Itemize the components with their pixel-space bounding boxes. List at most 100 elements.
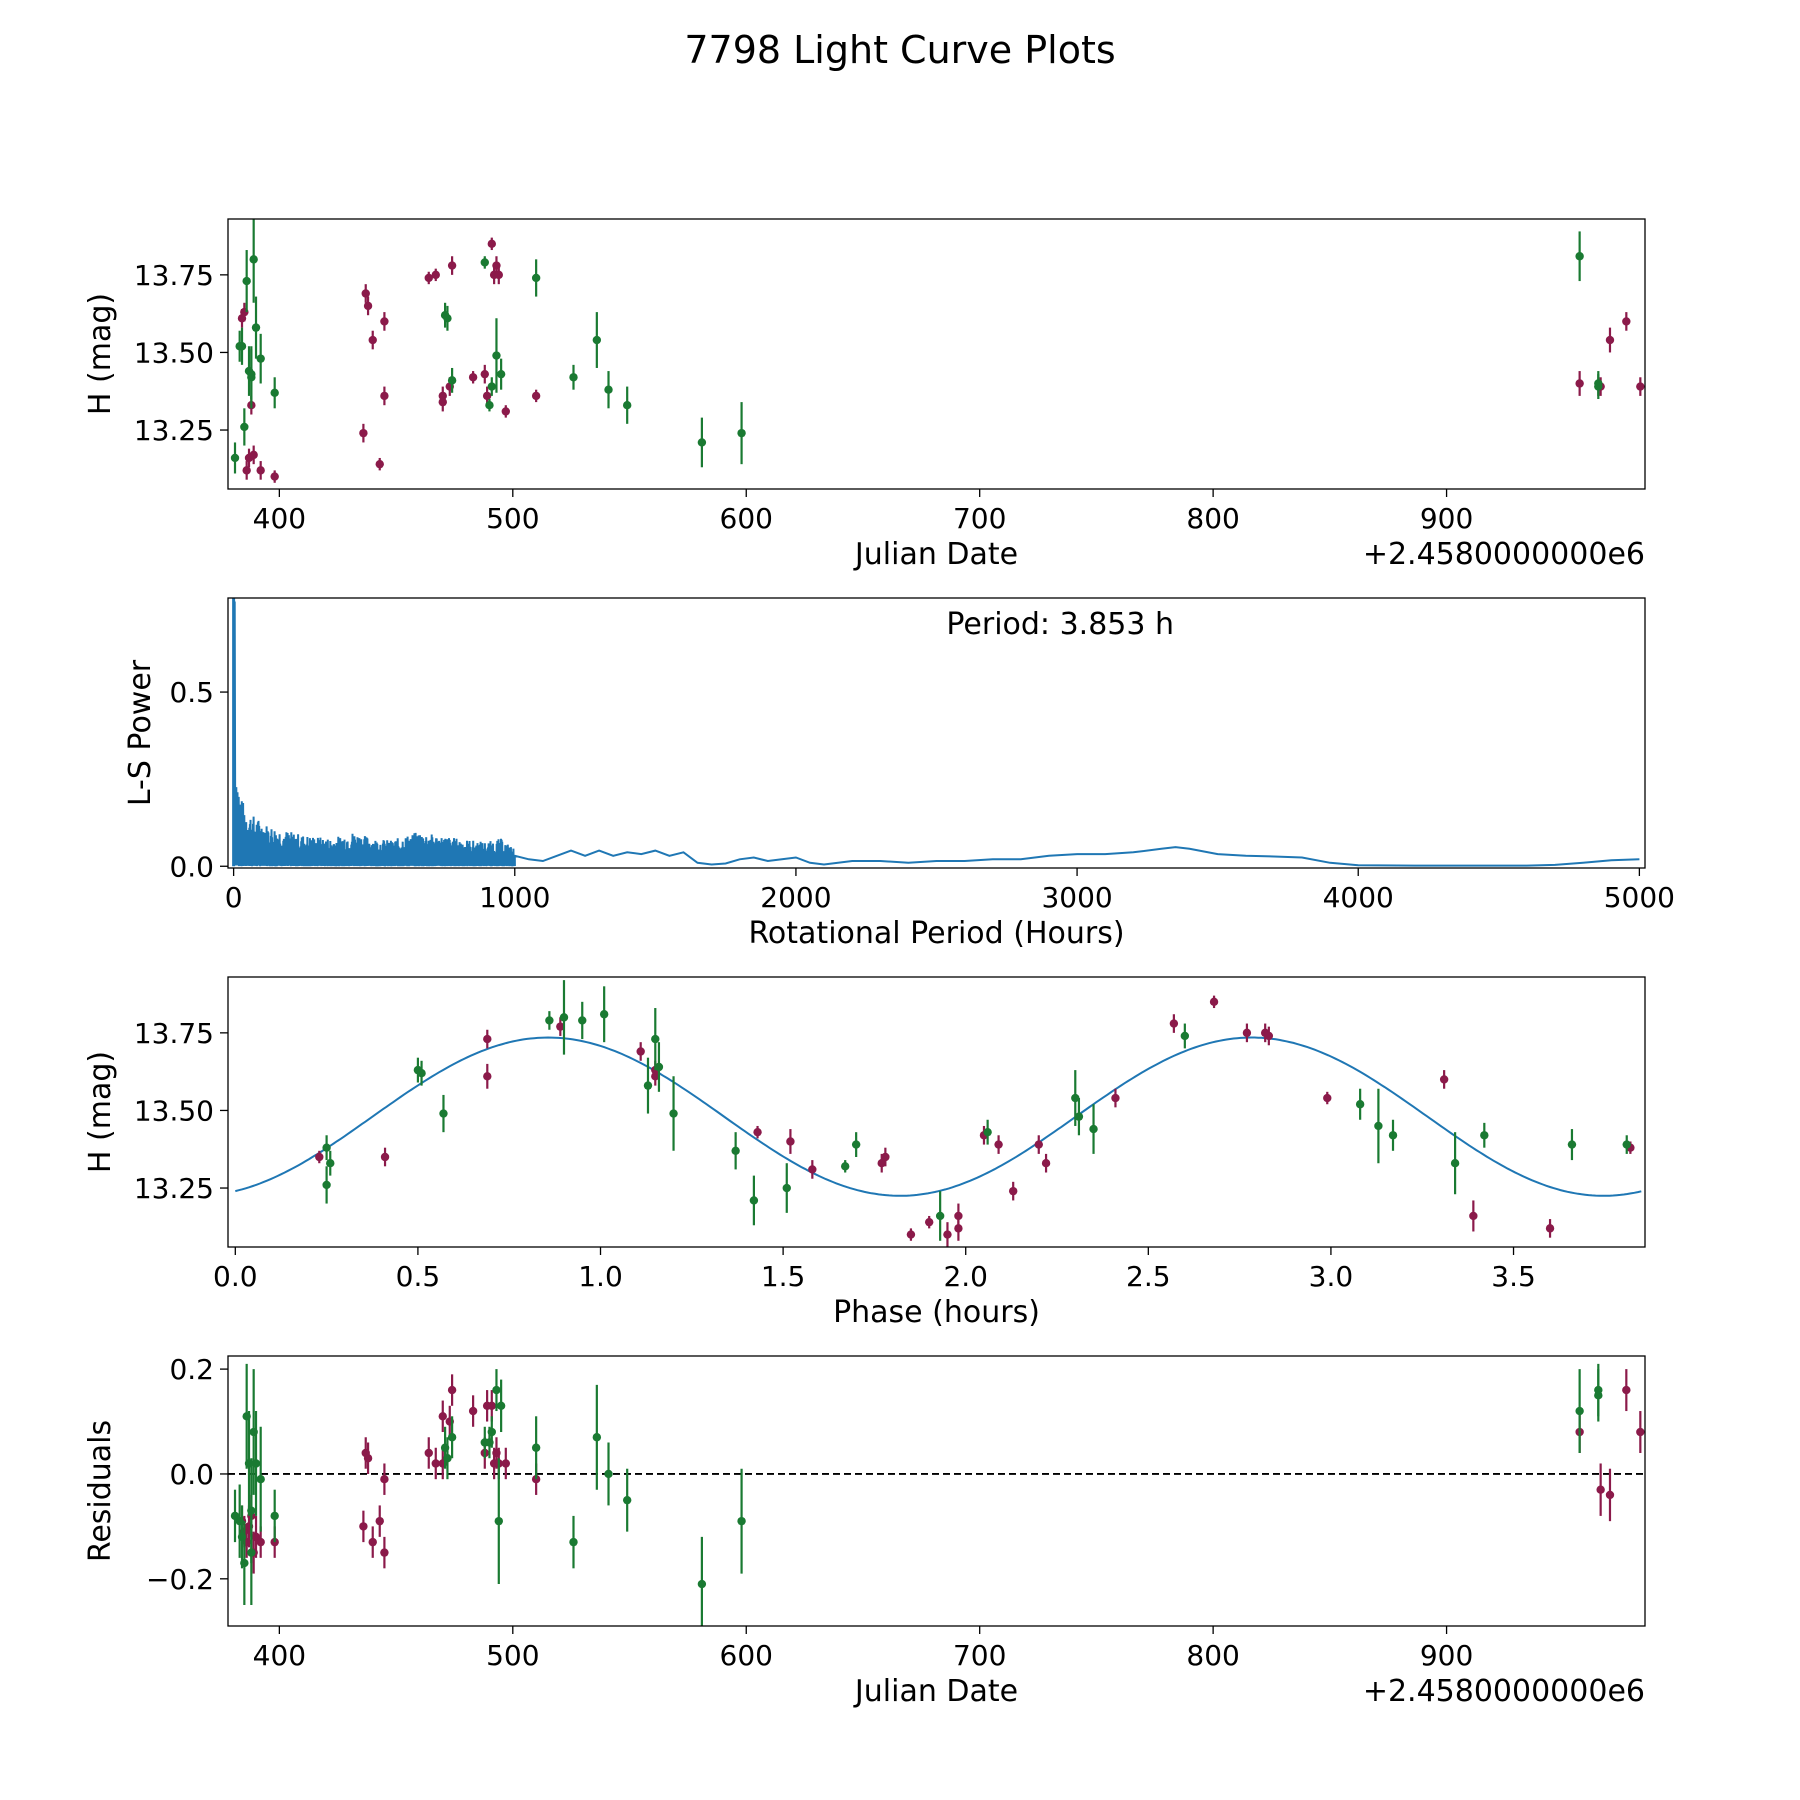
y-tick-label: 0.0 [169,850,214,883]
panel-residuals: 400 500 600 700 800 900 −0.2 0.0 0.2 Julian Date +… [83,1353,1646,1709]
data-point [1388,1119,1398,1151]
data-point [315,1150,324,1164]
data-point [438,392,447,412]
data-point [249,445,258,465]
point-marker [749,1196,759,1205]
x-tick-label: 600 [720,502,773,535]
data-point [240,408,249,446]
data-point [604,371,613,409]
point-marker [1645,382,1653,390]
data-point [669,1076,678,1151]
data-point [322,1166,331,1204]
data-point [326,1150,335,1176]
data-point [270,377,279,409]
point-marker [247,369,256,379]
point-marker [1469,1211,1478,1221]
point-marker [483,1034,492,1044]
period-annotation: Period: 3.853 h [946,607,1174,642]
point-marker [322,1143,331,1152]
data-point [808,1160,817,1179]
y-axis-label: H (mag) [83,293,118,415]
x-axis-label: Phase (hours) [833,1295,1040,1330]
point-marker [592,1433,602,1442]
x-tick-label: 0 [225,881,243,914]
y-axis-label: H (mag) [83,1051,118,1173]
data-point [431,1447,440,1480]
data-point [431,268,440,282]
periodogram-line [233,601,1640,867]
point-marker [1545,1224,1555,1233]
data-point [256,461,265,480]
point-marker [622,401,632,410]
data-point [654,1042,664,1092]
point-marker [578,1016,587,1025]
point-marker [424,1448,433,1458]
x-offset-label: +2.4580000000e6 [1363,1674,1645,1709]
data-point [247,349,256,399]
data-point [1622,312,1631,331]
point-marker [1355,1100,1365,1109]
data-point [1622,1369,1631,1412]
data-point [697,1536,707,1626]
data-point [447,256,457,275]
x-tick-label: 4000 [1323,881,1394,914]
x-tick-label: 500 [486,1639,539,1672]
data-point [1622,1135,1631,1154]
data-point [380,312,389,331]
data-point [1111,1088,1120,1108]
data-point [270,470,279,483]
point-marker [1264,1031,1274,1041]
data-point [256,333,265,384]
point-marker [1594,382,1603,391]
point-marker [380,317,389,326]
point-marker [359,1522,368,1531]
data-point [1480,1122,1489,1148]
data-point [924,1215,934,1229]
x-tick-label: 2.0 [943,1260,988,1293]
point-marker [240,1558,249,1568]
data-point [496,1379,506,1433]
data-point [322,1135,331,1161]
data-point [599,986,609,1043]
y-tick-label: 13.50 [134,336,214,369]
point-marker [270,1511,279,1521]
data-point [1636,1411,1645,1453]
point-marker [443,314,452,323]
data-point [935,1191,945,1241]
data-point [251,296,261,359]
point-marker [731,1146,740,1155]
data-point [622,386,632,424]
data-point [359,423,368,443]
point-marker [1596,1485,1605,1494]
point-marker [994,1140,1003,1149]
data-point [368,330,377,350]
data-point [1596,1463,1605,1516]
point-marker [447,1433,457,1442]
data-point [1645,238,1653,288]
point-marker [556,1022,565,1031]
point-marker [935,1211,945,1221]
data-point [1264,1026,1274,1046]
data-point [1605,327,1615,353]
point-marker [242,466,251,475]
data-point [1169,1014,1179,1033]
data-point [731,1132,740,1170]
data-point [249,219,258,303]
x-axis-label: Rotational Period (Hours) [748,916,1124,951]
panel-periodogram: Period: 3.853 h 0 1000 2000 3000 4000 5000 0.0 0… [123,597,1675,951]
data-point [983,1119,992,1145]
y-tick-label: 13.75 [134,259,214,292]
point-marker [256,1475,265,1484]
point-marker [786,1137,795,1146]
point-marker [443,1454,452,1463]
plot-area [235,980,1642,1247]
x-tick-label: 900 [1420,1639,1473,1672]
point-marker [247,1506,256,1515]
point-marker [359,428,368,438]
point-marker [380,1548,389,1557]
point-marker [1645,258,1653,266]
data-point [881,1147,890,1167]
data-point [636,1042,645,1061]
data-point [485,399,494,412]
